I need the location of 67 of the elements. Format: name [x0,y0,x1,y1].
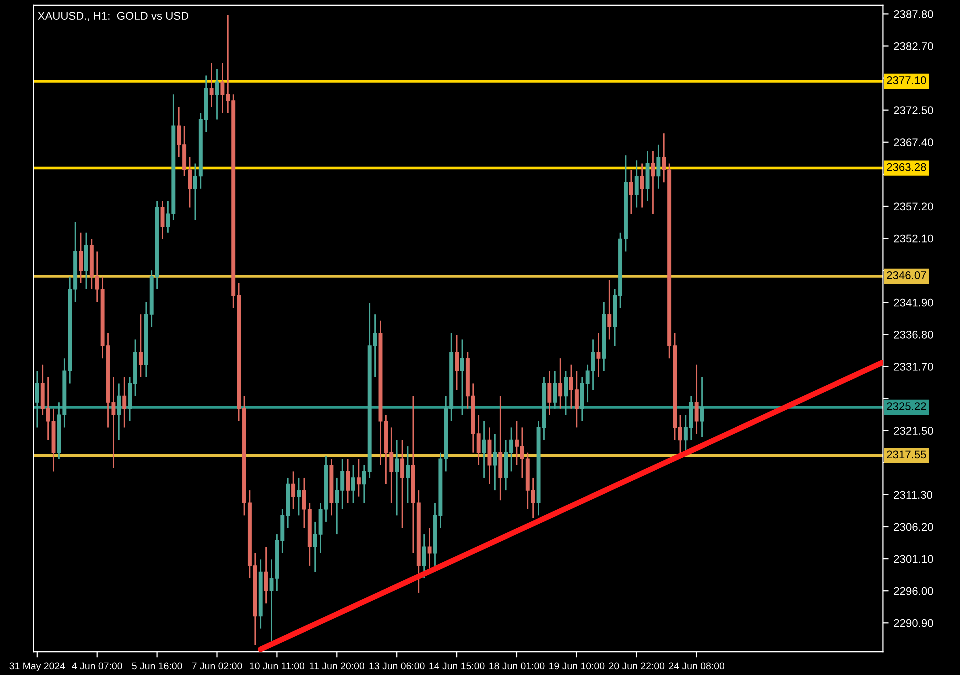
x-tick-label: 5 Jun 16:00 [132,662,182,670]
candlestick [460,339,464,416]
x-tick-label: 13 Jun 06:00 [370,662,425,670]
candlestick [700,376,704,438]
y-tick-label: 2301.10 [894,555,934,564]
ref-line-label: 2346.07 [887,272,926,280]
x-tick-label: 24 Jun 08:00 [669,662,725,670]
candlestick [356,458,361,498]
candlestick [346,458,350,504]
y-tick-label: 2382.70 [894,42,934,50]
y-tick-label: 2306.20 [894,523,934,532]
candlestick [352,464,356,504]
x-tick-label: 18 Jun 01:00 [490,662,545,670]
y-tick-label: 2341.90 [894,298,934,307]
candlestick [608,279,612,340]
candlestick [564,370,568,416]
y-tick-label: 2296.00 [894,587,934,596]
x-tick-label: 19 Jun 10:00 [550,662,605,670]
y-tick-label: 2290.90 [894,619,934,628]
candlestick [400,440,405,529]
candlestick [138,314,143,378]
candlestick [210,62,214,108]
candlestick [297,477,301,516]
candlestick [292,470,296,510]
candlestick [596,332,601,378]
y-tick-label: 2352.10 [894,234,934,243]
candlestick [79,232,83,284]
x-tick-label: 10 Jun 11:00 [250,662,305,670]
y-tick-label: 2311.30 [894,491,933,500]
candlestick [35,370,40,428]
candlestick [395,440,400,516]
x-tick-label: 14 Jun 15:00 [430,662,485,670]
candlestick [558,358,563,410]
candlestick [215,68,220,120]
ref-line-label: 2317.55 [887,450,926,459]
y-tick-label: 2331.70 [894,363,934,371]
y-tick-label: 2372.50 [894,106,934,114]
candlestick [264,546,268,604]
y-tick-label: 2357.20 [894,202,934,211]
y-tick-label: 2387.80 [894,10,934,18]
y-tick-label: 2336.80 [894,330,934,339]
candlestick [553,370,558,410]
candlestick [406,446,410,504]
x-tick-label: 11 Jun 20:00 [310,662,365,670]
candlestick [117,383,122,441]
candlestick [656,144,661,190]
candlestick [651,150,656,215]
y-tick-label: 2367.40 [894,138,934,147]
x-tick-label: 4 Jun 07:00 [72,662,122,670]
ref-line-label: 2363.28 [887,163,926,172]
candlestick [493,433,498,492]
candlestick [455,334,460,391]
candlestick [122,376,127,428]
x-tick-label: 7 Jun 02:00 [192,662,242,670]
text: XAUUSD., H1: GOLD vs USD [38,12,189,22]
candlestick [694,364,699,435]
candlestick [548,370,552,416]
candlestick [634,160,639,208]
candlestick [640,163,644,208]
candlestick [422,534,426,580]
x-tick-label: 20 Jun 22:00 [609,662,665,670]
ref-line-label: 2325.22 [887,402,926,410]
candlestick [482,420,486,479]
x-tick-label: 31 May 2024 [10,662,66,672]
y-tick-label: 2321.50 [894,427,934,435]
candlestick [629,169,634,215]
ref-line-label: 2377.10 [887,76,926,84]
